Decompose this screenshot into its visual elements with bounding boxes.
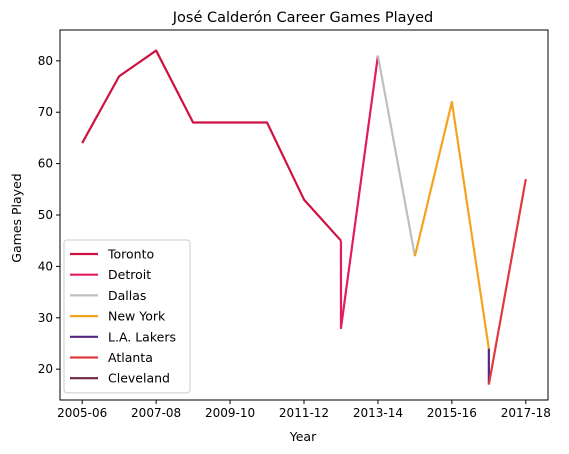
y-tick-label: 30: [38, 311, 53, 325]
y-tick-label: 70: [38, 105, 53, 119]
y-tick-label: 40: [38, 259, 53, 273]
chart-title: José Calderón Career Games Played: [172, 10, 433, 26]
y-axis: 20 30 40 50 60 70 80: [38, 54, 60, 376]
series-line-5: [487, 178, 527, 385]
legend-label: Toronto: [107, 247, 154, 262]
legend-label: Cleveland: [108, 371, 170, 386]
y-tick-label: 80: [38, 54, 53, 68]
legend: Toronto Detroit Dallas New York L.A. Lakers A…: [63, 239, 191, 394]
x-axis-label: Year: [289, 429, 317, 444]
legend-label: Dallas: [108, 288, 146, 303]
y-tick-label: 60: [38, 157, 53, 171]
legend-label: New York: [108, 309, 166, 324]
legend-label: Atlanta: [108, 350, 153, 365]
x-axis: 2005-06 2007-08 2009-10 2011-12 2013-14 2015-…: [57, 400, 551, 420]
x-tick-label: 2007-08: [131, 406, 181, 420]
legend-label: L.A. Lakers: [108, 329, 176, 344]
x-tick-label: 2005-06: [57, 406, 107, 420]
y-tick-label: 20: [38, 362, 53, 376]
legend-label: Detroit: [108, 267, 151, 282]
x-tick-label: 2009-10: [205, 406, 255, 420]
x-tick-label: 2011-12: [279, 406, 329, 420]
series-line-3: [413, 100, 490, 349]
series-line-1: [339, 55, 380, 330]
x-tick-label: 2017-18: [501, 406, 551, 420]
y-axis-label: Games Played: [9, 173, 24, 262]
y-tick-label: 50: [38, 208, 53, 222]
x-tick-label: 2015-16: [427, 406, 477, 420]
series-line-2: [376, 55, 416, 257]
x-tick-label: 2013-14: [353, 406, 403, 420]
series-layer: [81, 49, 527, 385]
legend-box: [63, 239, 191, 394]
series-line-0: [81, 49, 342, 242]
